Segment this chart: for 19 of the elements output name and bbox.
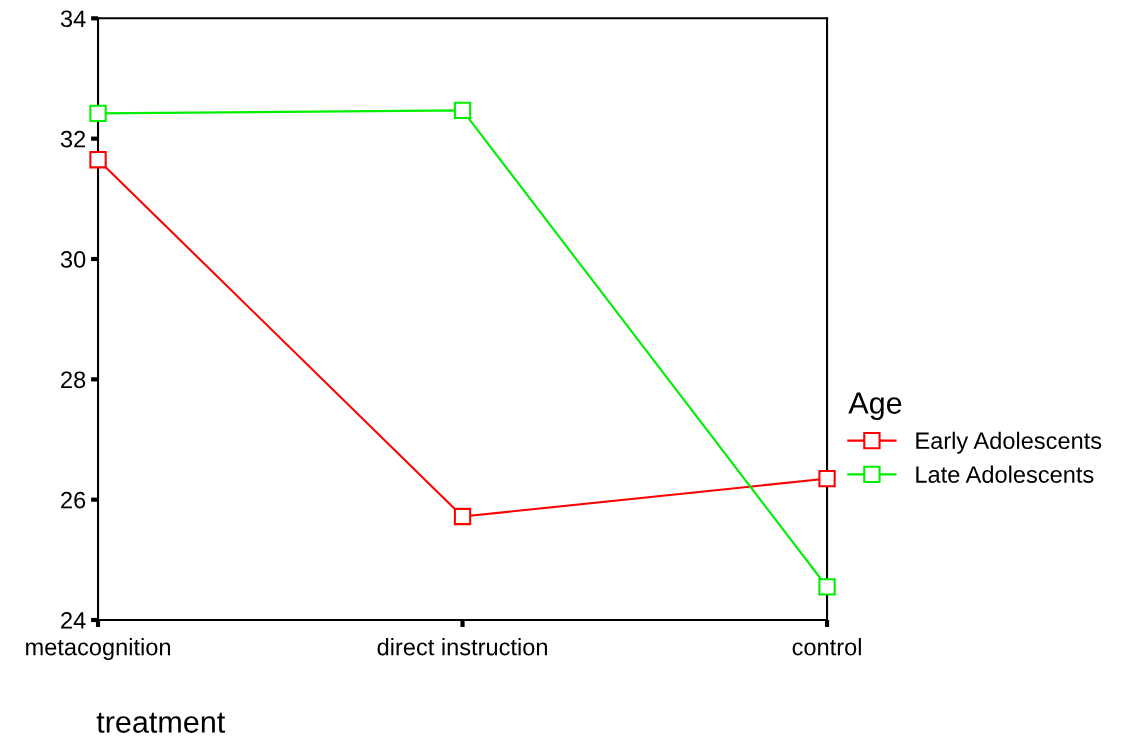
point [89,151,107,169]
y-tick-label: 24 [61,612,86,629]
point [453,101,472,120]
x-tick-label: control [792,638,861,656]
point [89,104,107,123]
x-axis-title: treatment [96,712,226,733]
point [818,469,836,488]
y-tick-label: 32 [60,130,86,148]
legend-title: Age [848,392,902,420]
y-tick-label: 28 [61,371,86,389]
x-tick-label: direct instruction [377,638,547,656]
y-tick-label: 30 [60,251,86,268]
legend-label: Late Adolescents [916,465,1094,483]
y-tick-label: 26 [61,491,86,509]
y-tick-label: 34 [60,10,86,28]
point [818,578,836,596]
point [453,507,472,526]
x-tick-label: metacognition [26,638,171,661]
legend-label: Early Adolescents [916,431,1102,454]
